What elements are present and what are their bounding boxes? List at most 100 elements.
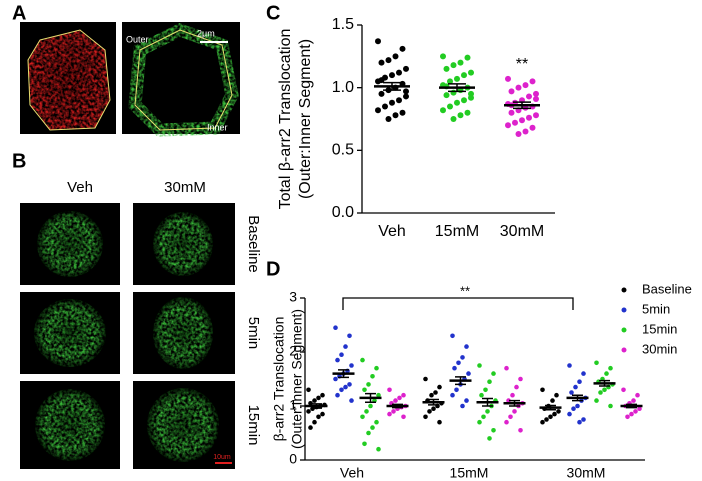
annotation: Outer xyxy=(126,34,149,44)
data-point xyxy=(457,112,464,119)
panel-label: D xyxy=(266,258,280,280)
data-point xyxy=(519,117,525,124)
y-axis-label: β-arr2 Translocation xyxy=(271,317,287,442)
data-point xyxy=(423,414,428,420)
data-point xyxy=(505,75,511,82)
data-point xyxy=(389,99,395,106)
data-point xyxy=(447,103,453,110)
data-point xyxy=(635,392,640,398)
data-point xyxy=(569,390,574,395)
data-point xyxy=(316,395,321,401)
data-point xyxy=(396,69,402,76)
data-point xyxy=(483,387,488,393)
data-point xyxy=(464,398,469,403)
data-point xyxy=(581,371,586,376)
data-point xyxy=(335,357,340,363)
data-point xyxy=(510,392,515,398)
error-bar xyxy=(626,403,637,409)
column-label: 30mM xyxy=(164,179,206,196)
data-point xyxy=(450,89,457,96)
data-point xyxy=(375,107,381,114)
data-point xyxy=(552,411,557,417)
data-point xyxy=(544,417,549,422)
data-point xyxy=(378,59,385,66)
data-point xyxy=(308,425,313,430)
data-point xyxy=(343,344,348,349)
data-point xyxy=(376,446,381,452)
data-point xyxy=(343,384,348,390)
data-point xyxy=(554,392,559,398)
data-point xyxy=(452,365,457,371)
data-point xyxy=(447,78,453,85)
data-point xyxy=(366,382,371,387)
data-point xyxy=(571,406,576,412)
data-point xyxy=(522,128,529,135)
x-tick-label: Veh xyxy=(378,223,406,240)
y-tick-label: 0.0 xyxy=(332,204,354,221)
data-point xyxy=(320,411,325,417)
data-point xyxy=(454,99,460,106)
data-point xyxy=(450,333,455,339)
error-bar xyxy=(428,398,439,406)
data-point xyxy=(333,376,338,382)
data-point xyxy=(360,357,365,363)
data-point xyxy=(506,398,511,403)
data-point xyxy=(360,414,365,420)
data-point xyxy=(508,414,513,420)
data-point xyxy=(312,398,317,403)
error-bar xyxy=(599,379,610,387)
data-point xyxy=(512,409,517,414)
data-point xyxy=(577,419,582,425)
data-point xyxy=(556,409,561,414)
data-point xyxy=(485,409,490,414)
legend-marker xyxy=(621,307,627,313)
data-point xyxy=(575,403,580,409)
data-point xyxy=(602,387,607,393)
data-point xyxy=(362,441,367,447)
data-point xyxy=(533,90,539,97)
data-point xyxy=(577,379,582,385)
data-point xyxy=(366,430,371,436)
data-point xyxy=(347,382,352,387)
error-bar xyxy=(448,83,466,93)
data-point xyxy=(604,371,609,376)
error-bar xyxy=(572,394,583,402)
data-point xyxy=(464,109,471,116)
data-point xyxy=(533,95,539,102)
data-point xyxy=(491,371,496,376)
data-point xyxy=(481,414,486,420)
data-point xyxy=(637,406,642,412)
data-point xyxy=(370,374,375,379)
data-point xyxy=(529,78,536,85)
data-point xyxy=(347,333,352,339)
data-point xyxy=(450,116,457,122)
data-point xyxy=(629,411,634,417)
y-axis-label: Total β-arr2 Translocation xyxy=(277,29,294,210)
y-tick-label: 2 xyxy=(289,343,297,359)
data-point xyxy=(382,103,388,110)
data-point xyxy=(362,387,367,393)
row-label: Baseline xyxy=(245,215,262,273)
data-point xyxy=(540,387,545,393)
scale-label: 10um xyxy=(213,454,231,461)
data-point xyxy=(312,419,317,425)
data-point xyxy=(457,59,464,66)
data-point xyxy=(339,387,344,393)
annotation: Inner xyxy=(207,122,228,132)
data-point xyxy=(581,417,586,422)
error-bar xyxy=(311,403,322,409)
data-point xyxy=(427,409,432,414)
data-point xyxy=(540,419,545,425)
data-point xyxy=(550,398,555,403)
data-point xyxy=(429,392,434,398)
data-point xyxy=(396,97,402,104)
data-point xyxy=(335,392,340,398)
data-point xyxy=(401,392,406,398)
panel-label: C xyxy=(266,2,280,24)
data-point xyxy=(431,406,436,412)
y-tick-label: 3 xyxy=(289,289,297,305)
data-point xyxy=(364,409,369,414)
data-point xyxy=(456,360,461,366)
data-point xyxy=(443,92,450,99)
